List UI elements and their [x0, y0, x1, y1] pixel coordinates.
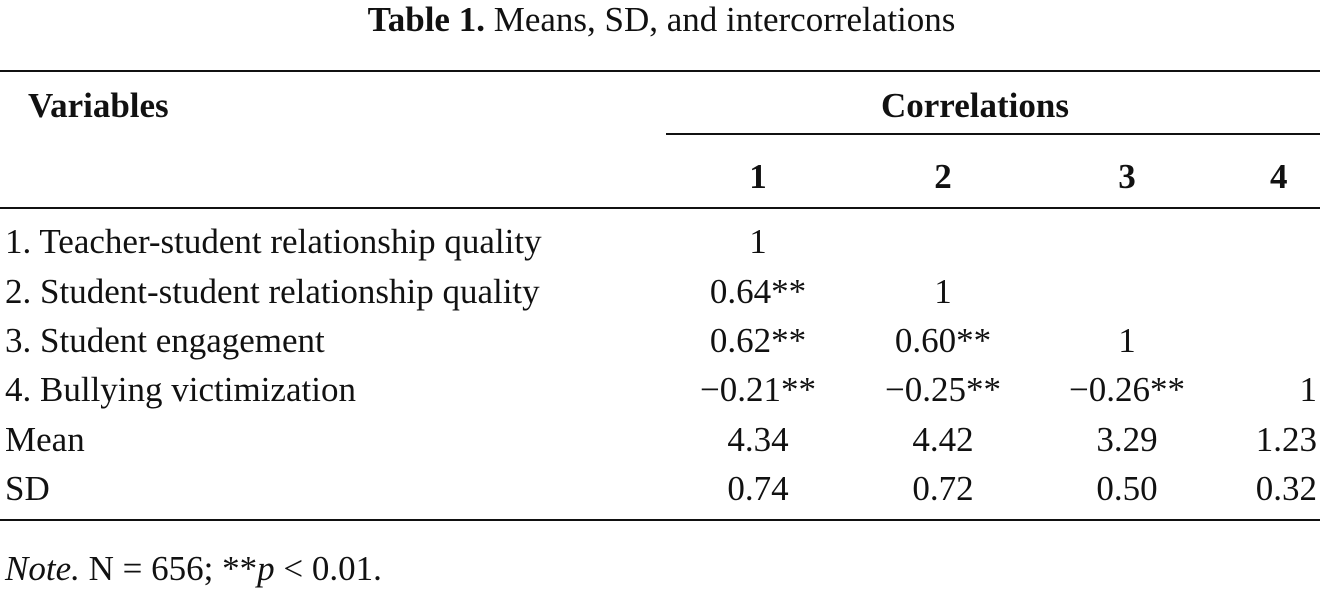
cell-col-1: −0.21**	[700, 370, 816, 409]
note-text-a: N = 656; **	[79, 549, 258, 588]
cell-col-4: 1	[1299, 370, 1318, 409]
cell-col-3: −0.26**	[1069, 370, 1185, 409]
cell-col-2: 1	[934, 272, 952, 311]
row-label: 4. Bullying victimization	[5, 370, 356, 409]
cell-col-1: 0.62**	[709, 321, 807, 360]
header-rule	[0, 207, 1320, 209]
cell-col-1: 0.74	[727, 469, 789, 508]
row-label: 2. Student-student relationship quality	[5, 272, 540, 311]
table-caption-label: Table 1.	[367, 0, 485, 39]
cell-col-1: 0.64**	[709, 272, 807, 311]
row-label: 3. Student engagement	[5, 321, 325, 360]
row-label: SD	[5, 469, 50, 508]
note-lead: Note.	[5, 549, 80, 588]
cell-col-4: 0.32	[1255, 469, 1317, 508]
row-label: Mean	[5, 420, 85, 459]
top-rule	[0, 70, 1320, 72]
correlations-underline	[666, 133, 1320, 135]
table-caption: Table 1. Means, SD, and intercorrelation…	[0, 0, 1323, 44]
cell-col-2: −0.25**	[885, 370, 1001, 409]
note-text-b: < 0.01.	[274, 549, 382, 588]
col-header-1: 1	[749, 157, 767, 196]
col-header-3: 3	[1118, 157, 1136, 196]
col-header-2: 2	[934, 157, 952, 196]
cell-col-2: 4.42	[912, 420, 974, 459]
header-variables: Variables	[28, 86, 169, 125]
cell-col-2: 0.60**	[894, 321, 992, 360]
cell-col-2: 0.72	[912, 469, 974, 508]
cell-col-1: 1	[749, 222, 767, 261]
note-p: p	[257, 549, 275, 588]
cell-col-3: 0.50	[1096, 469, 1158, 508]
row-label: 1. Teacher-student relationship quality	[5, 222, 542, 261]
cell-col-3: 3.29	[1096, 420, 1158, 459]
col-header-4: 4	[1270, 157, 1288, 196]
cell-col-1: 4.34	[727, 420, 789, 459]
table-caption-text: Means, SD, and intercorrelations	[493, 0, 956, 39]
cell-col-4: 1.23	[1255, 420, 1317, 459]
header-correlations: Correlations	[881, 86, 1069, 125]
bottom-rule	[0, 519, 1320, 521]
cell-col-3: 1	[1118, 321, 1136, 360]
table-note: Note. N = 656; **p < 0.01.	[5, 549, 382, 589]
